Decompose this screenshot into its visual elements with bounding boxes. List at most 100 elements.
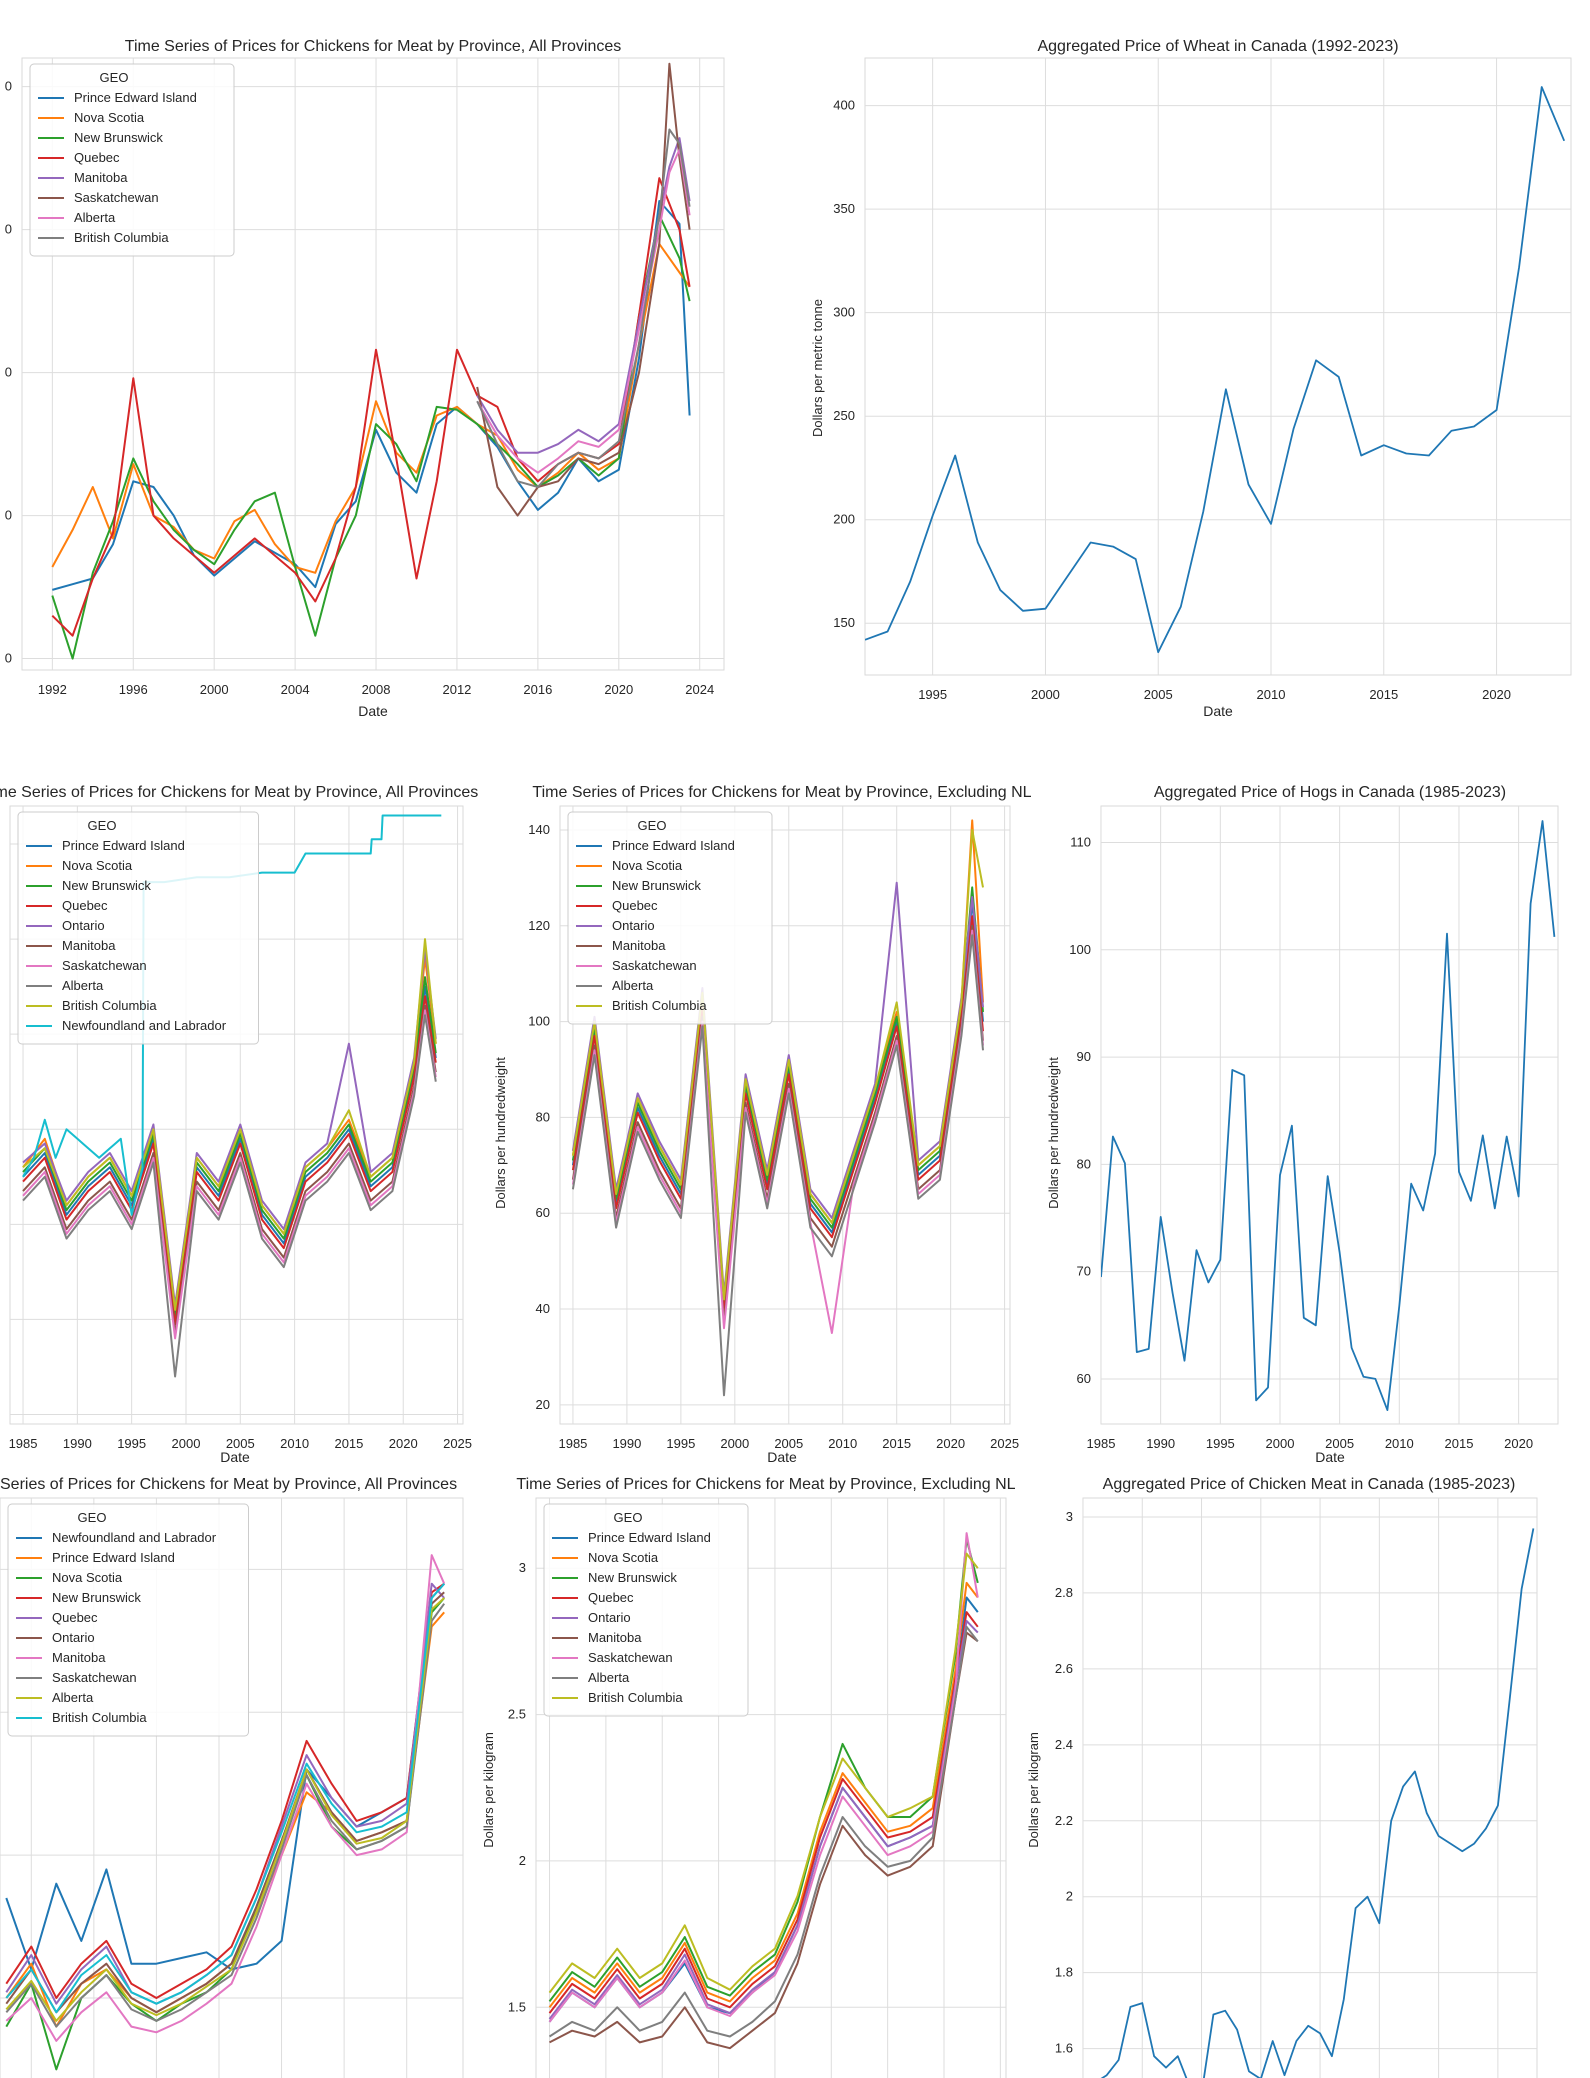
chickens-all-top-panel: Time Series of Prices for Chickens for M… <box>5 38 725 719</box>
series-line <box>548 1552 979 1994</box>
legend-entry: Ontario <box>588 1610 631 1625</box>
plot-area <box>1100 805 1559 1425</box>
series-line <box>22 1009 437 1340</box>
x-tick-label: 1985 <box>1087 1436 1116 1451</box>
grid <box>1101 806 1558 1424</box>
series-line <box>22 938 437 1311</box>
legend-entry: Prince Edward Island <box>612 838 735 853</box>
x-tick-label: 2016 <box>523 682 552 697</box>
series-line <box>476 128 691 488</box>
y-tick-label: 2.2 <box>1055 1813 1073 1828</box>
series-line <box>5 1603 446 2028</box>
y-tick-label: 100 <box>1069 942 1091 957</box>
y-tick-label: 2 <box>1066 1889 1073 1904</box>
legend-entry: New Brunswick <box>588 1570 677 1585</box>
legend: GEO Prince Edward Island Nova Scotia New Br… <box>543 1503 749 1717</box>
legend-entry: Prince Edward Island <box>74 90 197 105</box>
y-tick-label: 2 <box>519 1853 526 1868</box>
legend-entry: New Brunswick <box>74 130 163 145</box>
x-tick-label: 2000 <box>1266 1436 1295 1451</box>
y-tick-label: 0 <box>5 79 12 94</box>
chickens-excl-nl-mid-panel: Time Series of Prices for Chickens for M… <box>493 784 1032 1465</box>
series-line <box>22 976 437 1316</box>
y-tick-label: 40 <box>536 1301 550 1316</box>
y-axis-label: Dollars per hundredweight <box>1046 1057 1061 1209</box>
series-line <box>548 1581 979 2008</box>
chart-title: Series of Prices for Chickens for Meat b… <box>0 1476 457 1493</box>
x-tick-label: 1995 <box>666 1436 695 1451</box>
y-tick-label: 0 <box>5 222 12 237</box>
y-tick-label: 350 <box>833 201 855 216</box>
legend-entry: British Columbia <box>52 1710 147 1725</box>
series-line <box>571 915 984 1315</box>
series-lines <box>571 819 984 1397</box>
x-tick-label: 2012 <box>442 682 471 697</box>
legend-entry: Manitoba <box>52 1650 106 1665</box>
x-axis-label: Date <box>220 1449 250 1465</box>
series-line <box>51 242 691 574</box>
series-line <box>571 924 984 1325</box>
series-line <box>476 62 691 517</box>
x-tick-label: 1992 <box>38 682 67 697</box>
legend-entry: Quebec <box>74 150 120 165</box>
y-tick-label: 3 <box>519 1560 526 1575</box>
legend-title: GEO <box>78 1510 107 1525</box>
plot-area <box>864 57 1572 676</box>
legend-entry: Saskatchewan <box>52 1670 137 1685</box>
legend-entry: Alberta <box>62 978 104 993</box>
legend-entry: Prince Edward Island <box>52 1550 175 1565</box>
y-tick-label: 300 <box>833 305 855 320</box>
series-line <box>5 1591 445 2014</box>
x-tick-label: 2015 <box>1369 687 1398 702</box>
y-axis-label: Dollars per metric tonne <box>810 299 825 437</box>
y-tick-label: 400 <box>833 98 855 113</box>
series-line <box>22 985 437 1321</box>
legend-entry: Nova Scotia <box>62 858 133 873</box>
y-tick-label: 3 <box>1066 1509 1073 1524</box>
series-lines <box>1100 1528 1535 2078</box>
legend-entry: British Columbia <box>612 998 707 1013</box>
legend-entry: Quebec <box>62 898 108 913</box>
legend-entry: Quebec <box>612 898 658 913</box>
series-line <box>571 934 984 1397</box>
chart-title: Time Series of Prices for Chickens for M… <box>0 784 478 801</box>
y-tick-label: 80 <box>536 1109 550 1124</box>
chart-title: Aggregated Price of Wheat in Canada (199… <box>1037 38 1398 55</box>
legend-title: GEO <box>614 1510 643 1525</box>
x-tick-label: 2020 <box>604 682 633 697</box>
y-tick-label: 2.5 <box>508 1707 526 1722</box>
wheat-panel: Aggregated Price of Wheat in Canada (199… <box>810 38 1572 719</box>
y-tick-label: 150 <box>833 615 855 630</box>
series-line <box>52 200 691 591</box>
legend-box <box>17 811 259 1045</box>
x-tick-label: 2005 <box>1144 687 1173 702</box>
legend-entry: British Columbia <box>74 230 169 245</box>
x-tick-label: 2000 <box>200 682 229 697</box>
x-axis-label: Date <box>767 1449 797 1465</box>
x-tick-label: 1990 <box>612 1436 641 1451</box>
x-tick-label: 2010 <box>1385 1436 1414 1451</box>
x-tick-label: 1996 <box>119 682 148 697</box>
series-line <box>865 86 1566 654</box>
x-tick-label: 2015 <box>1445 1436 1474 1451</box>
y-tick-label: 0 <box>5 365 12 380</box>
series-line <box>548 1619 979 2020</box>
y-tick-label: 0 <box>5 651 12 666</box>
x-tick-label: 2008 <box>362 682 391 697</box>
y-tick-label: 60 <box>1077 1371 1091 1386</box>
series-line <box>548 1625 979 2038</box>
x-tick-label: 2005 <box>774 1436 803 1451</box>
series-line <box>571 829 984 1301</box>
legend: GEO Newfoundland and Labrador Prince Edwar… <box>7 1503 249 1737</box>
y-tick-label: 1.5 <box>508 1999 526 2014</box>
legend-title: GEO <box>638 818 667 833</box>
legend-entry: Nova Scotia <box>588 1550 659 1565</box>
series-line <box>22 995 437 1326</box>
legend-entry: New Brunswick <box>52 1590 141 1605</box>
legend: GEO Prince Edward Island Nova Scotia New Br… <box>17 811 259 1045</box>
series-line <box>22 1004 437 1335</box>
legend-box <box>543 1503 749 1717</box>
series-line <box>5 1597 445 2022</box>
chicken-meat-panel: Aggregated Price of Chicken Meat in Cana… <box>1026 1476 1538 2078</box>
x-tick-label: 2005 <box>1325 1436 1354 1451</box>
